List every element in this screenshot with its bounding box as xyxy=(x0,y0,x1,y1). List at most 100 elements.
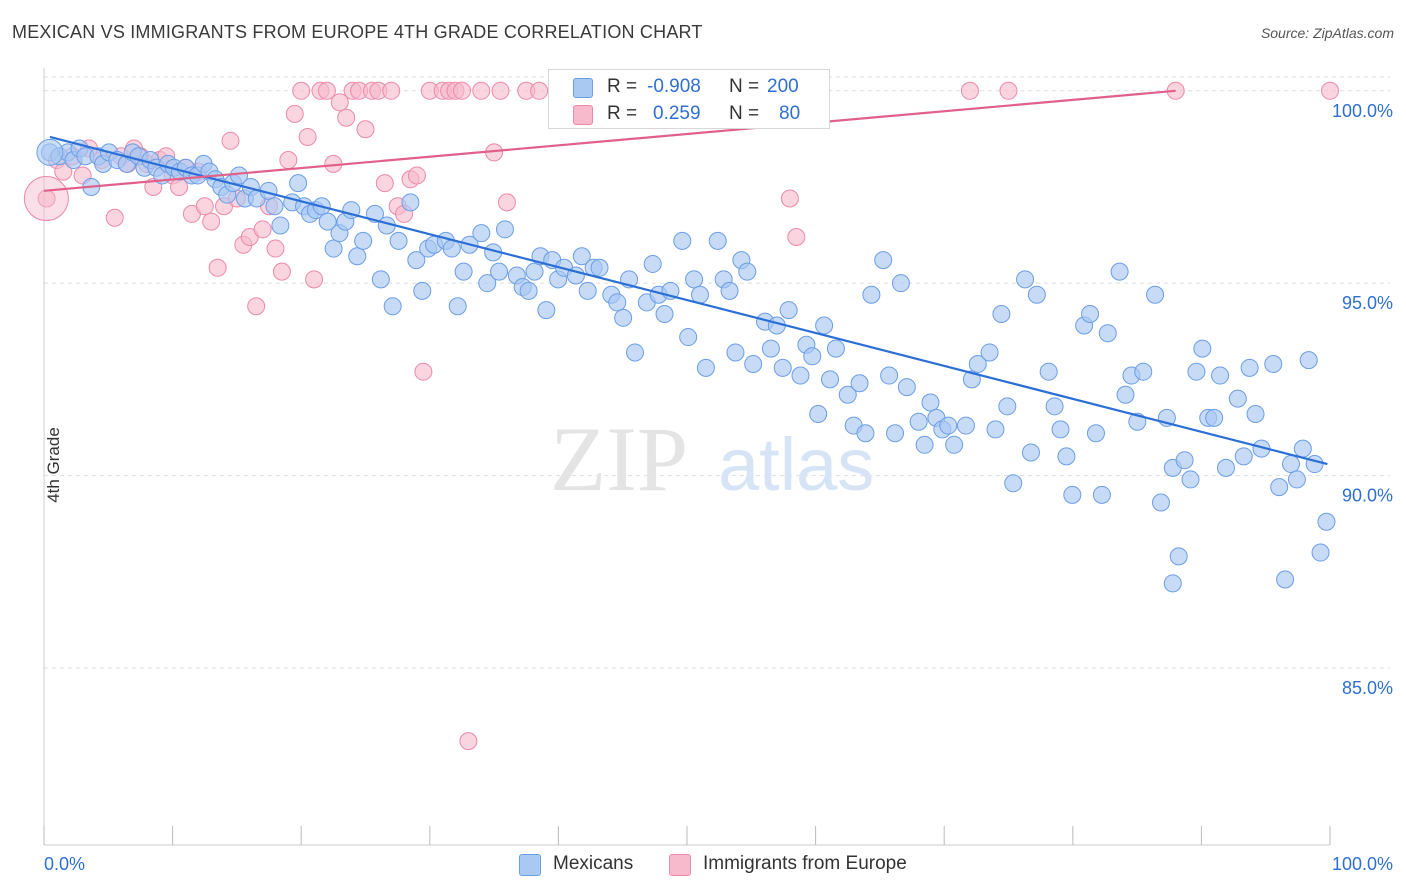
mexican-point xyxy=(1211,366,1230,385)
y-axis-label: 4th Grade xyxy=(43,427,63,503)
mexican-point xyxy=(413,281,432,300)
legend-swatch-europe xyxy=(669,854,691,876)
mexican-point xyxy=(1305,455,1324,474)
mexican-point xyxy=(1311,543,1330,562)
mexican-point xyxy=(791,366,810,385)
mexican-point xyxy=(1246,405,1265,424)
mexican-point xyxy=(1317,512,1336,531)
mexican-point xyxy=(1276,570,1295,589)
watermark: ZIP atlas xyxy=(550,408,874,510)
mexican-point xyxy=(1051,420,1070,439)
mexican-point xyxy=(348,247,367,266)
mexican-point xyxy=(968,354,987,373)
europe-point xyxy=(472,81,491,100)
mexican-point xyxy=(590,258,609,277)
europe-point xyxy=(221,131,240,150)
mexican-point xyxy=(880,366,899,385)
europe-point xyxy=(285,104,304,123)
mexican-point xyxy=(1205,408,1224,427)
x-tick-labels: 0.0% 100.0% xyxy=(44,854,1393,874)
mexican-point xyxy=(478,274,497,293)
mexican-point xyxy=(1264,354,1283,373)
mexican-point xyxy=(1110,262,1129,281)
mexican-point xyxy=(472,224,491,243)
mexican-point xyxy=(1092,485,1111,504)
mexican-point xyxy=(862,285,881,304)
trend-lines xyxy=(43,89,1328,466)
europe-point xyxy=(195,197,214,216)
source-credit: Source: ZipAtlas.com xyxy=(1260,25,1394,41)
legend-swatch-pink xyxy=(573,105,593,125)
mexican-point xyxy=(1287,470,1306,489)
mexicans-trend-line xyxy=(49,135,1328,466)
mexican-point xyxy=(1187,362,1206,381)
mexican-point xyxy=(1134,362,1153,381)
legend-row-mexicans: R = -0.908 N = 200 xyxy=(549,73,829,99)
legend-swatch-mexicans xyxy=(519,854,541,876)
mexican-point xyxy=(1293,439,1312,458)
mexican-point xyxy=(1004,474,1023,493)
mexican-point xyxy=(761,339,780,358)
mexican-point xyxy=(1086,424,1105,443)
mexican-point xyxy=(625,343,644,362)
europe-point xyxy=(780,189,799,208)
europe-point xyxy=(407,166,426,185)
europe-point xyxy=(459,732,478,751)
mexican-point xyxy=(945,435,964,454)
legend-n-value: 80 xyxy=(779,103,801,124)
europe-point xyxy=(202,212,221,231)
y-tick-labels: 85.0% 90.0% 95.0% 100.0% xyxy=(1332,101,1393,698)
mexican-point xyxy=(537,301,556,320)
europe-point xyxy=(356,120,375,139)
mexican-point xyxy=(655,304,674,323)
mexican-point xyxy=(1181,470,1200,489)
europe-point xyxy=(375,174,394,193)
mexican-point xyxy=(1016,270,1035,289)
mexican-point xyxy=(407,251,426,270)
mexican-point xyxy=(980,343,999,362)
legend-n-label: N = xyxy=(729,103,760,124)
europe-point xyxy=(491,81,510,100)
mexican-point xyxy=(324,239,343,258)
mexican-point xyxy=(1116,385,1135,404)
europe-point xyxy=(292,81,311,100)
mexican-point xyxy=(850,374,869,393)
mexican-point xyxy=(886,424,905,443)
mexican-point xyxy=(371,270,390,289)
mexican-point xyxy=(779,301,798,320)
mexican-point xyxy=(1299,351,1318,370)
y-tick-label: 85.0% xyxy=(1342,678,1393,698)
mexican-point xyxy=(708,231,727,250)
mexican-point xyxy=(389,231,408,250)
x-tick-label: 100.0% xyxy=(1332,854,1393,874)
chart-title: MEXICAN VS IMMIGRANTS FROM EUROPE 4TH GR… xyxy=(12,22,703,42)
europe-point xyxy=(298,127,317,146)
mexican-point xyxy=(720,281,739,300)
mexican-point xyxy=(1228,389,1247,408)
mexican-point xyxy=(454,262,473,281)
mexican-point xyxy=(726,343,745,362)
mexican-point xyxy=(956,416,975,435)
mexican-point xyxy=(289,174,308,193)
mexican-point xyxy=(318,212,337,231)
mexican-point xyxy=(495,220,514,239)
mexican-point xyxy=(738,262,757,281)
europe-point xyxy=(330,93,349,112)
mexican-point xyxy=(614,308,633,327)
mexican-point xyxy=(1216,458,1235,477)
mexican-point xyxy=(998,397,1017,416)
mexican-point xyxy=(696,358,715,377)
europe-point xyxy=(530,81,549,100)
europe-point xyxy=(452,81,471,100)
europe-point xyxy=(247,297,266,316)
mexican-point xyxy=(897,378,916,397)
mexican-point xyxy=(1098,324,1117,343)
legend-label-mexicans: Mexicans xyxy=(553,853,634,874)
mexican-point xyxy=(1240,358,1259,377)
europe-point xyxy=(317,81,336,100)
europe-point xyxy=(279,151,298,170)
x-tick-label: 0.0% xyxy=(44,854,85,874)
mexican-point xyxy=(519,281,538,300)
legend-n-value: 200 xyxy=(767,76,799,97)
y-tick-label: 90.0% xyxy=(1342,486,1393,506)
